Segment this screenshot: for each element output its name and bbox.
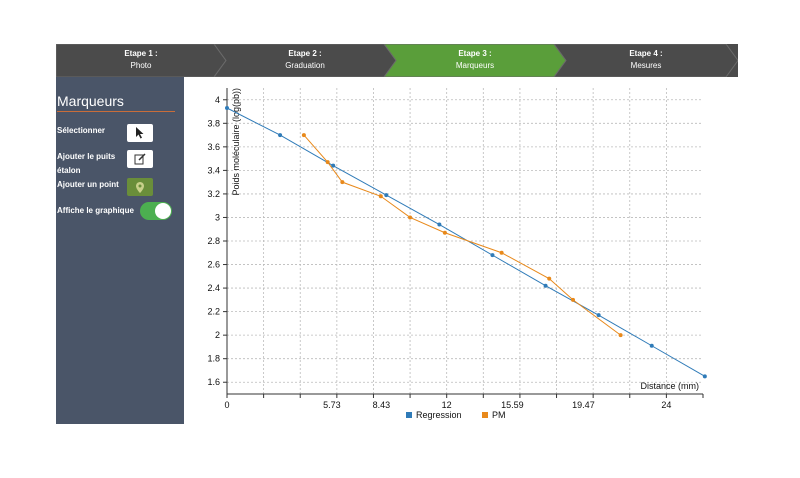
data-point-pm xyxy=(379,194,383,198)
y-tick-label: 4 xyxy=(215,95,220,105)
x-tick-label: 15.59 xyxy=(501,400,524,410)
step-mesures[interactable]: Etape 4 : Mesures xyxy=(554,44,738,77)
y-tick-label: 3.2 xyxy=(207,189,220,199)
y-tick-label: 1.8 xyxy=(207,354,220,364)
x-tick-label: 12 xyxy=(442,400,452,410)
select-button[interactable] xyxy=(127,124,153,142)
y-tick-label: 3 xyxy=(215,212,220,222)
data-point-pm xyxy=(500,251,504,255)
step-marqueurs[interactable]: Etape 3 : Marqueurs xyxy=(384,44,566,77)
x-tick-label: 19.47 xyxy=(572,400,595,410)
step-label: Mesures xyxy=(631,61,662,70)
show-graph-toggle[interactable] xyxy=(140,202,172,220)
data-point-pm xyxy=(302,133,306,137)
step-title: Etape 2 : xyxy=(214,48,396,60)
y-tick-label: 2.4 xyxy=(207,283,220,293)
data-point-regression xyxy=(544,284,548,288)
x-tick-label: 5.73 xyxy=(323,400,341,410)
step-photo[interactable]: Etape 1 : Photo xyxy=(56,44,226,77)
toggle-knob xyxy=(155,203,171,219)
step-label: Marqueurs xyxy=(456,61,494,70)
x-tick-label: 0 xyxy=(224,400,229,410)
y-tick-label: 1.6 xyxy=(207,377,220,387)
y-tick-label: 2.8 xyxy=(207,236,220,246)
step-title: Etape 1 : xyxy=(56,48,226,60)
step-graduation[interactable]: Etape 2 : Graduation xyxy=(214,44,396,77)
data-point-pm xyxy=(547,277,551,281)
add-point-button[interactable] xyxy=(127,178,153,196)
edit-icon xyxy=(134,153,146,165)
location-pin-icon xyxy=(136,182,144,193)
data-point-pm xyxy=(571,298,575,302)
y-axis-label: Poids moléculaire (log(pb)) xyxy=(231,88,241,196)
add-well-label: Ajouter le puits étalon xyxy=(57,150,127,178)
data-point-regression xyxy=(490,253,494,257)
data-point-regression xyxy=(597,313,601,317)
data-point-regression xyxy=(225,106,229,110)
step-label: Photo xyxy=(131,61,152,70)
step-title: Etape 4 : xyxy=(554,48,738,60)
x-tick-label: 24 xyxy=(661,400,671,410)
data-point-pm xyxy=(340,180,344,184)
data-point-pm xyxy=(619,333,623,337)
step-progress-bar: Etape 1 : Photo Etape 2 : Graduation Etape… xyxy=(56,44,738,77)
data-point-pm xyxy=(408,215,412,219)
legend-swatch-pm xyxy=(482,412,488,418)
y-tick-label: 3.8 xyxy=(207,118,220,128)
y-tick-label: 3.4 xyxy=(207,165,220,175)
show-graph-label: Affiche le graphique xyxy=(57,204,134,218)
y-tick-label: 3.6 xyxy=(207,142,220,152)
step-label: Graduation xyxy=(285,61,325,70)
series-line-regression xyxy=(227,108,705,376)
add-well-button[interactable] xyxy=(127,150,153,168)
data-point-regression xyxy=(703,374,707,378)
data-point-regression xyxy=(437,223,441,227)
select-label: Sélectionner xyxy=(57,124,105,138)
add-point-label: Ajouter un point xyxy=(57,178,119,192)
y-tick-label: 2.6 xyxy=(207,260,220,270)
data-point-pm xyxy=(326,160,330,164)
cursor-icon xyxy=(135,127,145,139)
data-point-pm xyxy=(443,231,447,235)
data-point-regression xyxy=(278,133,282,137)
x-tick-label: 8.43 xyxy=(373,400,391,410)
series-line-pm xyxy=(304,135,621,335)
sidebar-title: Marqueurs xyxy=(57,93,124,109)
legend-swatch-regression xyxy=(406,412,412,418)
step-title: Etape 3 : xyxy=(384,48,566,60)
x-axis-label: Distance (mm) xyxy=(640,381,699,391)
sidebar: Marqueurs Sélectionner Ajouter le puits … xyxy=(56,77,184,424)
legend-label-pm: PM xyxy=(492,410,506,420)
y-tick-label: 2 xyxy=(215,330,220,340)
sidebar-divider xyxy=(57,111,175,112)
data-point-regression xyxy=(384,193,388,197)
y-tick-label: 2.2 xyxy=(207,307,220,317)
data-point-regression xyxy=(650,344,654,348)
chart: 1.6 1.8 2 2.2 2.4 2.6 2.8 3 3.2 3.4 3.6 3.8 4 0 5.73 8.… xyxy=(184,78,724,428)
legend-label-regression: Regression xyxy=(416,410,462,420)
